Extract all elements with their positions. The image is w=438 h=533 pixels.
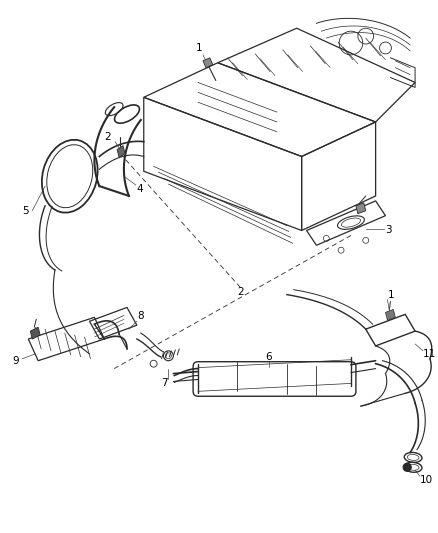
Text: 10: 10 [420,475,433,485]
Polygon shape [30,327,40,339]
Text: 2: 2 [104,132,111,142]
Polygon shape [203,58,213,68]
Text: 1: 1 [388,289,394,300]
Text: 3: 3 [385,225,392,236]
Text: 4: 4 [137,184,144,194]
Text: 7: 7 [162,378,168,389]
Text: 1: 1 [196,43,203,53]
Text: 2: 2 [237,287,244,297]
Circle shape [403,463,411,471]
Polygon shape [385,310,396,320]
Polygon shape [356,203,366,214]
Polygon shape [117,146,125,157]
Text: 5: 5 [22,206,29,216]
Text: 11: 11 [423,349,436,359]
Text: 6: 6 [265,352,272,362]
Text: 9: 9 [13,356,19,366]
Text: 8: 8 [137,311,144,321]
